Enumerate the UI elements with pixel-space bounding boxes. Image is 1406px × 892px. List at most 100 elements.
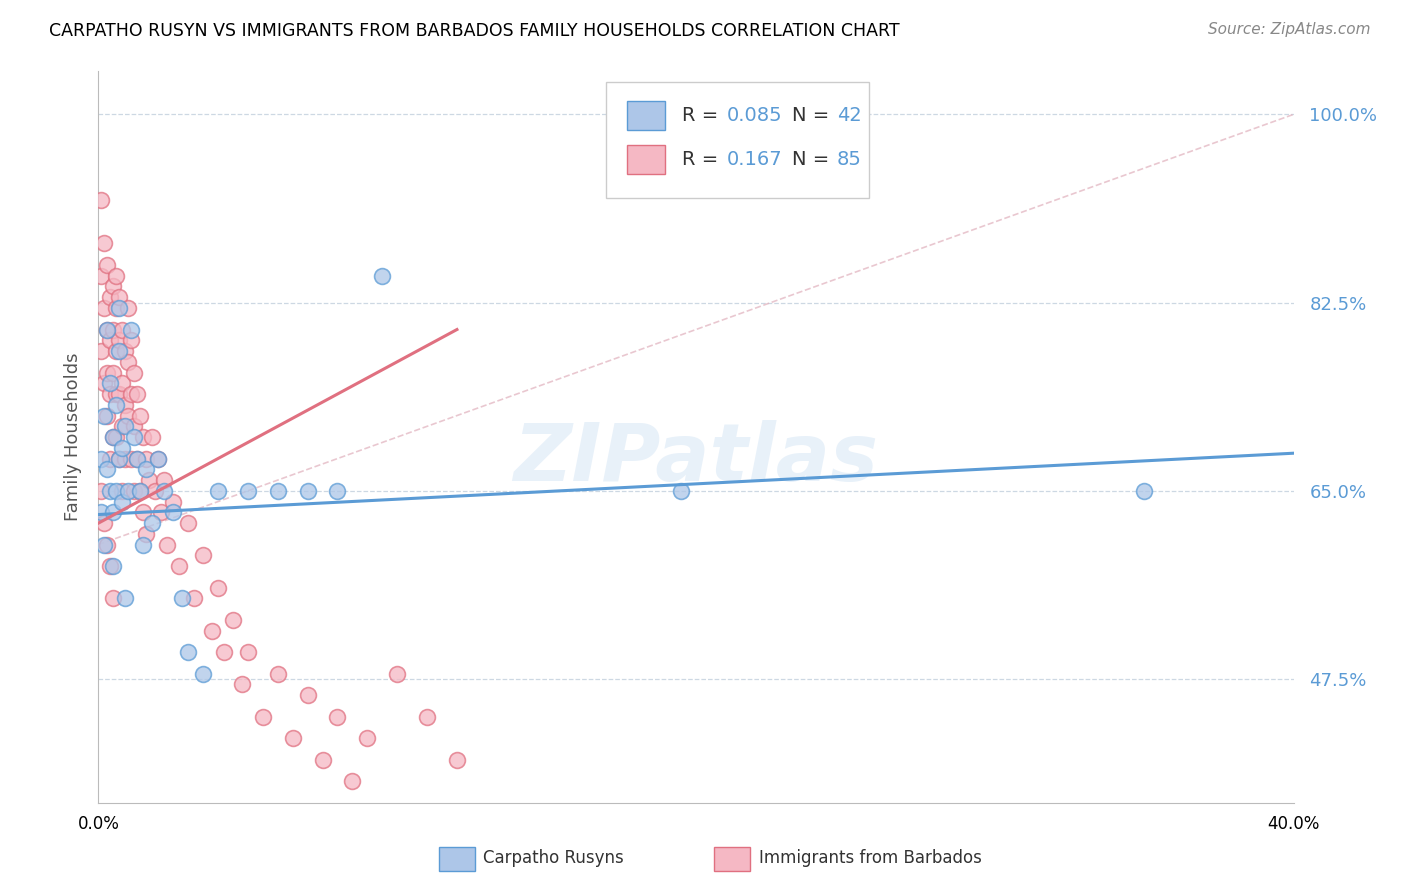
Point bbox=[153, 483, 176, 498]
FancyBboxPatch shape bbox=[439, 847, 475, 871]
Point bbox=[135, 451, 157, 466]
Point bbox=[108, 387, 131, 401]
Point bbox=[105, 483, 128, 498]
Point bbox=[117, 301, 139, 315]
Point bbox=[153, 473, 176, 487]
Text: Immigrants from Barbados: Immigrants from Barbados bbox=[759, 849, 983, 867]
Point bbox=[120, 333, 142, 347]
Point bbox=[177, 516, 200, 530]
Point bbox=[127, 387, 149, 401]
Point bbox=[124, 430, 146, 444]
Point bbox=[132, 538, 155, 552]
Point bbox=[281, 731, 304, 746]
Point bbox=[96, 366, 118, 380]
Point bbox=[103, 430, 125, 444]
Point bbox=[103, 591, 125, 606]
Point bbox=[103, 279, 125, 293]
Point bbox=[183, 591, 205, 606]
Point bbox=[117, 355, 139, 369]
Point bbox=[96, 322, 118, 336]
Point bbox=[143, 483, 166, 498]
Point bbox=[127, 451, 149, 466]
Point bbox=[93, 538, 115, 552]
Point bbox=[385, 666, 409, 681]
Point bbox=[124, 419, 146, 434]
Point bbox=[267, 483, 290, 498]
Point bbox=[117, 409, 139, 423]
Point bbox=[141, 430, 163, 444]
Point bbox=[114, 419, 136, 434]
Point bbox=[120, 387, 142, 401]
Point bbox=[207, 581, 229, 595]
Point bbox=[148, 451, 170, 466]
Point bbox=[108, 301, 131, 315]
Y-axis label: Family Households: Family Households bbox=[63, 353, 82, 521]
FancyBboxPatch shape bbox=[627, 145, 665, 174]
Point bbox=[162, 505, 184, 519]
Point bbox=[141, 516, 163, 530]
Point bbox=[98, 290, 122, 304]
Point bbox=[135, 462, 157, 476]
Point bbox=[111, 419, 134, 434]
Point bbox=[132, 430, 155, 444]
Point bbox=[90, 194, 112, 208]
Point bbox=[252, 710, 274, 724]
Point bbox=[90, 483, 112, 498]
Point bbox=[177, 645, 200, 659]
Point bbox=[326, 710, 349, 724]
Point bbox=[191, 666, 214, 681]
Point bbox=[172, 591, 194, 606]
Point bbox=[129, 409, 152, 423]
Point bbox=[297, 688, 319, 702]
Point bbox=[127, 451, 149, 466]
Point bbox=[98, 559, 122, 574]
Point bbox=[108, 290, 131, 304]
Point bbox=[103, 322, 125, 336]
Point bbox=[236, 483, 259, 498]
Point bbox=[191, 549, 214, 563]
Text: CARPATHO RUSYN VS IMMIGRANTS FROM BARBADOS FAMILY HOUSEHOLDS CORRELATION CHART: CARPATHO RUSYN VS IMMIGRANTS FROM BARBAD… bbox=[49, 22, 900, 40]
Text: R =: R = bbox=[682, 150, 724, 169]
Point bbox=[114, 398, 136, 412]
Point bbox=[108, 333, 131, 347]
Point bbox=[156, 538, 179, 552]
Point bbox=[1133, 483, 1156, 498]
Text: ZIPatlas: ZIPatlas bbox=[513, 420, 879, 498]
Point bbox=[236, 645, 259, 659]
Point bbox=[117, 483, 139, 498]
Point bbox=[120, 451, 142, 466]
Point bbox=[103, 559, 125, 574]
FancyBboxPatch shape bbox=[714, 847, 749, 871]
Point bbox=[342, 774, 364, 789]
Point bbox=[114, 344, 136, 359]
Point bbox=[167, 559, 190, 574]
Point bbox=[93, 516, 115, 530]
Point bbox=[96, 462, 118, 476]
Point bbox=[129, 483, 152, 498]
Point bbox=[90, 268, 112, 283]
FancyBboxPatch shape bbox=[627, 101, 665, 130]
Point bbox=[416, 710, 439, 724]
Point bbox=[111, 483, 134, 498]
Point bbox=[96, 258, 118, 272]
Text: Carpatho Rusyns: Carpatho Rusyns bbox=[484, 849, 624, 867]
Point bbox=[98, 387, 122, 401]
Point bbox=[297, 483, 319, 498]
Point bbox=[669, 483, 692, 498]
Point bbox=[96, 409, 118, 423]
Point bbox=[138, 473, 160, 487]
Point bbox=[129, 483, 152, 498]
Point bbox=[103, 430, 125, 444]
Point bbox=[135, 527, 157, 541]
Point bbox=[98, 333, 122, 347]
Point bbox=[207, 483, 229, 498]
Point bbox=[108, 451, 131, 466]
Point bbox=[222, 613, 245, 627]
Point bbox=[267, 666, 290, 681]
Point bbox=[120, 322, 142, 336]
Point bbox=[96, 538, 118, 552]
Point bbox=[111, 322, 134, 336]
Point bbox=[148, 451, 170, 466]
Point bbox=[103, 505, 125, 519]
Point bbox=[93, 376, 115, 391]
